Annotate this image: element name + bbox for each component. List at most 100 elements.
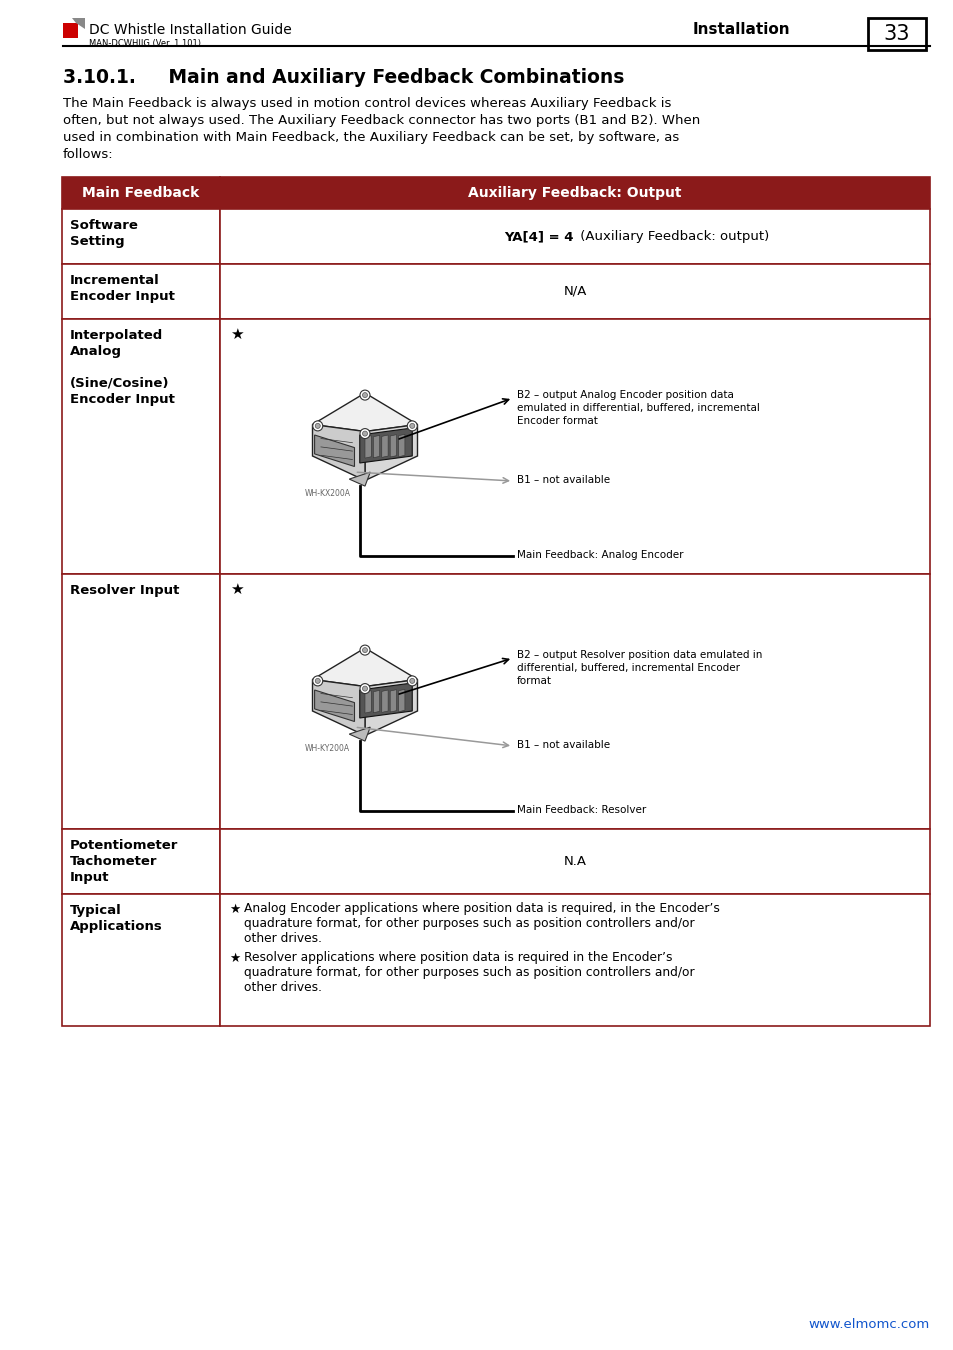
Circle shape (410, 679, 415, 683)
Polygon shape (314, 690, 355, 721)
Text: other drives.: other drives. (244, 981, 322, 994)
Text: YA[4] = 4: YA[4] = 4 (504, 230, 574, 243)
Text: ★: ★ (229, 903, 240, 917)
Text: Software: Software (70, 219, 138, 232)
Circle shape (410, 424, 415, 428)
Text: Input: Input (70, 871, 110, 884)
Text: quadrature format, for other purposes such as position controllers and/or: quadrature format, for other purposes su… (244, 917, 694, 930)
Polygon shape (390, 435, 396, 458)
Circle shape (314, 424, 320, 428)
Text: Setting: Setting (70, 235, 125, 248)
Bar (62, 574, 220, 829)
Text: Main Feedback: Analog Encoder: Main Feedback: Analog Encoder (517, 549, 682, 560)
Text: Main Feedback: Resolver: Main Feedback: Resolver (517, 805, 645, 815)
Text: follows:: follows: (63, 148, 113, 161)
Polygon shape (365, 436, 371, 458)
Bar (220, 574, 929, 829)
Bar (220, 209, 929, 265)
Text: Potentiometer: Potentiometer (70, 838, 178, 852)
Text: Resolver Input: Resolver Input (70, 585, 179, 597)
Text: B2 – output Analog Encoder position data
emulated in differential, buffered, inc: B2 – output Analog Encoder position data… (517, 390, 760, 425)
Circle shape (407, 676, 416, 686)
Polygon shape (313, 679, 365, 736)
Text: Encoder Input: Encoder Input (70, 290, 174, 302)
Text: ★: ★ (230, 582, 243, 597)
Circle shape (313, 676, 322, 686)
Circle shape (317, 441, 328, 452)
Text: (Auxiliary Feedback: output): (Auxiliary Feedback: output) (576, 230, 768, 243)
Bar (220, 894, 929, 1026)
Text: Encoder Input: Encoder Input (70, 393, 174, 406)
Polygon shape (314, 435, 355, 467)
Text: Main Feedback: Main Feedback (82, 186, 199, 200)
Bar (62, 829, 220, 894)
Polygon shape (349, 728, 370, 741)
Text: Auxiliary Feedback: Output: Auxiliary Feedback: Output (468, 186, 681, 200)
Text: Incremental: Incremental (70, 274, 159, 288)
Bar (220, 829, 929, 894)
Polygon shape (359, 428, 412, 463)
Text: N.A: N.A (563, 855, 586, 868)
Circle shape (313, 421, 322, 431)
Polygon shape (398, 435, 404, 456)
Text: Analog: Analog (70, 346, 122, 358)
Circle shape (320, 699, 325, 705)
Polygon shape (365, 679, 417, 736)
Polygon shape (365, 691, 371, 713)
Text: ★: ★ (229, 952, 240, 965)
Text: Resolver applications where position data is required in the Encoder’s: Resolver applications where position dat… (244, 950, 672, 964)
Bar (220, 319, 929, 574)
Text: B1 – not available: B1 – not available (517, 475, 610, 485)
Text: Applications: Applications (70, 919, 163, 933)
Circle shape (359, 683, 370, 694)
Polygon shape (365, 424, 417, 481)
Circle shape (320, 444, 325, 450)
Circle shape (362, 648, 367, 652)
Text: DC Whistle Installation Guide: DC Whistle Installation Guide (89, 23, 292, 36)
Text: Typical: Typical (70, 904, 122, 917)
Circle shape (362, 393, 367, 398)
Text: 3.10.1.     Main and Auxiliary Feedback Combinations: 3.10.1. Main and Auxiliary Feedback Comb… (63, 68, 623, 86)
Circle shape (359, 428, 370, 439)
Text: other drives.: other drives. (244, 931, 322, 945)
Polygon shape (381, 435, 388, 458)
Polygon shape (313, 393, 417, 432)
Circle shape (359, 645, 370, 655)
Text: N/A: N/A (562, 285, 586, 298)
Circle shape (314, 679, 320, 683)
Text: WH-KY200A: WH-KY200A (305, 744, 350, 753)
Circle shape (362, 686, 367, 691)
Polygon shape (71, 18, 85, 28)
Text: (Sine/Cosine): (Sine/Cosine) (70, 377, 170, 390)
Text: Analog Encoder applications where position data is required, in the Encoder’s: Analog Encoder applications where positi… (244, 902, 720, 915)
Circle shape (359, 390, 370, 400)
Polygon shape (390, 690, 396, 711)
Bar (867, 18, 925, 50)
Polygon shape (313, 424, 365, 481)
Text: MAN-DCWHIIG (Ver. 1.101): MAN-DCWHIIG (Ver. 1.101) (89, 39, 201, 49)
Bar (62, 265, 220, 319)
Bar (63, 23, 78, 38)
Text: ★: ★ (230, 327, 243, 342)
Text: often, but not always used. The Auxiliary Feedback connector has two ports (B1 a: often, but not always used. The Auxiliar… (63, 113, 700, 127)
Bar (220, 177, 929, 209)
Text: The Main Feedback is always used in motion control devices whereas Auxiliary Fee: The Main Feedback is always used in moti… (63, 97, 671, 109)
Text: 33: 33 (882, 24, 909, 45)
Polygon shape (373, 690, 379, 713)
Text: B2 – output Resolver position data emulated in
differential, buffered, increment: B2 – output Resolver position data emula… (517, 649, 761, 686)
Text: used in combination with Main Feedback, the Auxiliary Feedback can be set, by so: used in combination with Main Feedback, … (63, 131, 679, 144)
Circle shape (407, 421, 416, 431)
Text: quadrature format, for other purposes such as position controllers and/or: quadrature format, for other purposes su… (244, 967, 694, 979)
Polygon shape (349, 472, 370, 486)
Text: Installation: Installation (692, 23, 790, 38)
Circle shape (317, 697, 328, 707)
Polygon shape (398, 690, 404, 711)
Bar (62, 177, 220, 209)
Bar (62, 894, 220, 1026)
Polygon shape (381, 690, 388, 713)
Text: Interpolated: Interpolated (70, 329, 163, 342)
Text: B1 – not available: B1 – not available (517, 740, 610, 751)
Text: www.elmomc.com: www.elmomc.com (808, 1318, 929, 1331)
Polygon shape (313, 648, 417, 687)
Polygon shape (359, 683, 412, 718)
